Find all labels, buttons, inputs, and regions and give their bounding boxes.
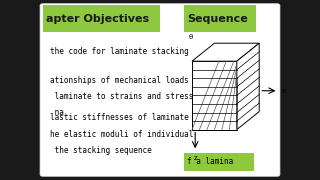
Bar	[184, 5, 256, 32]
Polygon shape	[192, 43, 259, 61]
Text: Sequence: Sequence	[187, 14, 248, 24]
FancyBboxPatch shape	[40, 4, 280, 176]
Text: the code for laminate stacking: the code for laminate stacking	[50, 47, 188, 56]
Text: z: z	[193, 155, 197, 161]
Text: θ: θ	[189, 34, 193, 40]
Bar	[43, 5, 160, 32]
Text: he elastic moduli of individual: he elastic moduli of individual	[50, 130, 193, 139]
Text: na: na	[50, 108, 63, 117]
Text: apter Objectives: apter Objectives	[46, 14, 149, 24]
Text: laminate to strains and stresses: laminate to strains and stresses	[50, 92, 202, 101]
Text: the stacking sequence: the stacking sequence	[50, 146, 151, 155]
Text: ationships of mechanical loads: ationships of mechanical loads	[50, 76, 188, 85]
Text: lastic stiffnesses of laminate: lastic stiffnesses of laminate	[50, 113, 188, 122]
Polygon shape	[192, 61, 237, 130]
Text: x: x	[282, 88, 286, 94]
Bar	[184, 153, 254, 171]
Text: f a lamina: f a lamina	[187, 158, 234, 166]
Polygon shape	[237, 43, 259, 130]
